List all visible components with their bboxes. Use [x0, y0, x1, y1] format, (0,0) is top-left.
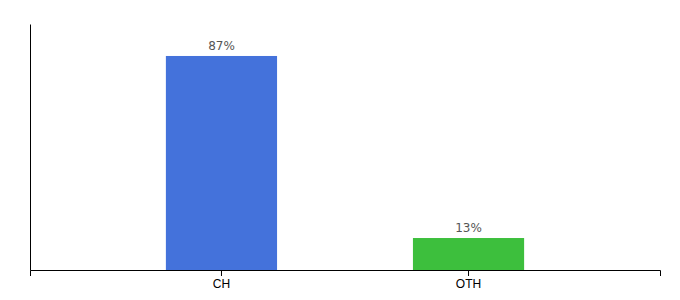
data-labels: 87% 13% [208, 39, 482, 235]
y-axis-line [30, 25, 31, 271]
x-tick: CH [213, 270, 230, 291]
bar [413, 238, 524, 270]
data-label: 87% [208, 39, 235, 53]
y-axis [30, 25, 31, 271]
x-tick-mark [221, 270, 222, 276]
plot: CH OTH 87% 13% [31, 25, 661, 291]
data-label: 13% [455, 221, 482, 235]
x-axis-line [31, 271, 661, 277]
bars [166, 56, 524, 270]
chart: CH OTH 87% 13% [0, 0, 680, 300]
x-tick-label: OTH [456, 277, 481, 291]
x-tick: OTH [456, 270, 481, 291]
bar [166, 56, 277, 270]
x-axis: CH OTH [31, 270, 661, 291]
x-tick-label: CH [213, 277, 230, 291]
x-tick-mark [468, 270, 469, 276]
